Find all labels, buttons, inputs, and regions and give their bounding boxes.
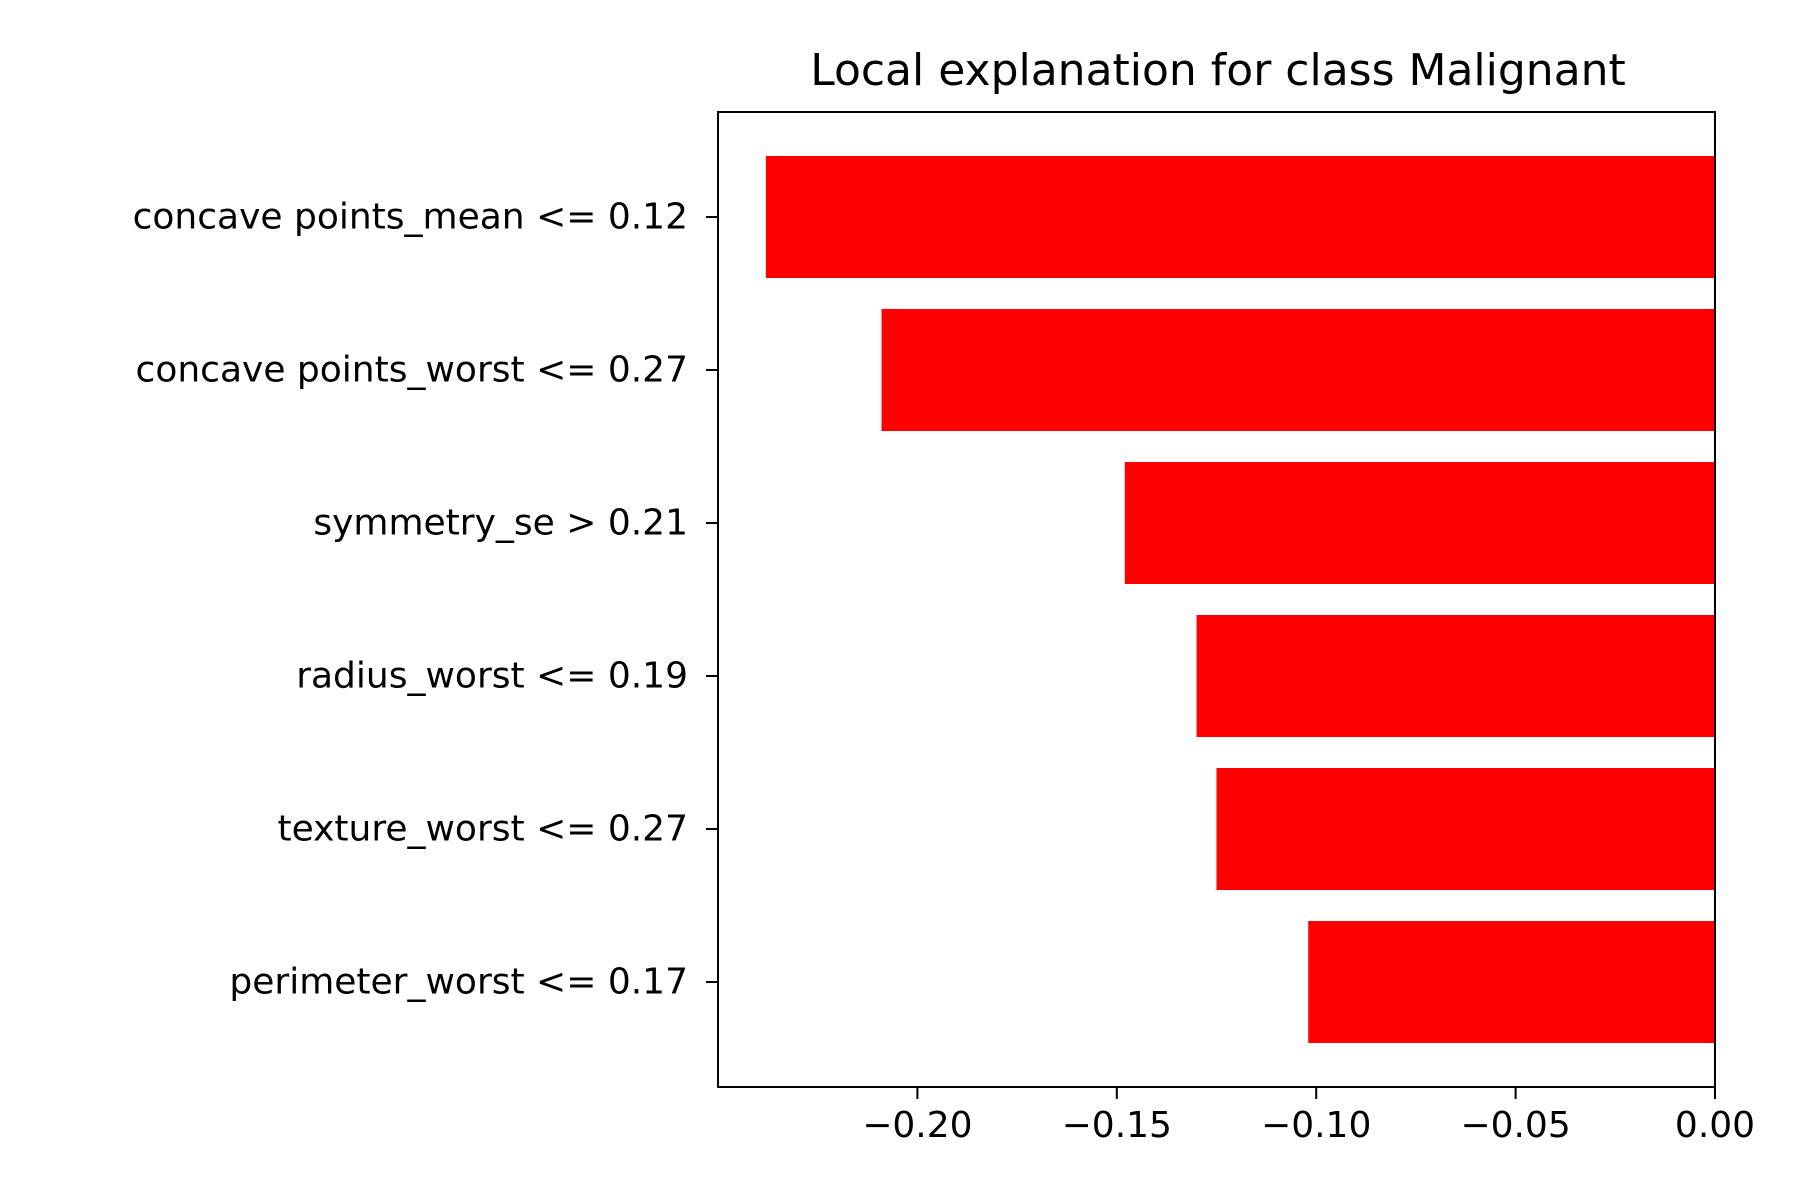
- bar: [1124, 462, 1715, 584]
- bar: [1196, 615, 1715, 737]
- x-tick-label: −0.20: [862, 1105, 972, 1146]
- y-tick-label: texture_worst <= 0.27: [277, 809, 688, 850]
- y-tick-label: perimeter_worst <= 0.17: [229, 962, 688, 1003]
- y-tick-label: symmetry_se > 0.21: [313, 503, 688, 544]
- x-tick-label: −0.15: [1062, 1105, 1172, 1146]
- y-tick-label: concave points_mean <= 0.12: [133, 197, 688, 238]
- x-axis: −0.20 −0.15 −0.10 −0.05 0.00: [862, 1087, 1755, 1146]
- chart-title: Local explanation for class Malignant: [810, 45, 1626, 96]
- bar: [1308, 921, 1715, 1043]
- bar: [881, 309, 1715, 431]
- x-tick-label: 0.00: [1675, 1105, 1755, 1146]
- y-tick-label: concave points_worst <= 0.27: [136, 350, 688, 391]
- bar: [765, 156, 1715, 278]
- x-tick-label: −0.05: [1460, 1105, 1570, 1146]
- bar: [1216, 768, 1715, 890]
- x-tick-label: −0.10: [1261, 1105, 1371, 1146]
- bars-layer: [765, 156, 1715, 1043]
- y-axis: concave points_mean <= 0.12 concave point…: [133, 197, 718, 1003]
- axes-frame: [717, 111, 1716, 1088]
- y-tick-label: radius_worst <= 0.19: [296, 656, 688, 697]
